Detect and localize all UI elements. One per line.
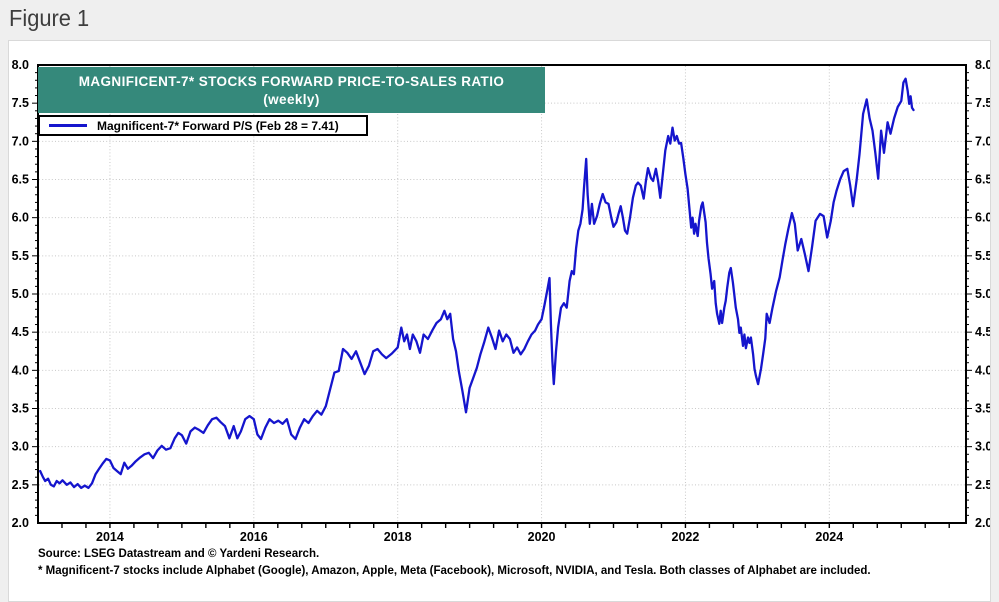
chart-title-box: MAGNIFICENT-7* STOCKS FORWARD PRICE-TO-S… [38, 67, 545, 113]
y-tick-label-left: 8.0 [12, 58, 29, 72]
y-tick-label-left: 3.5 [12, 402, 29, 416]
y-tick-label-right: 5.5 [975, 249, 990, 263]
y-tick-label-left: 6.5 [12, 173, 29, 187]
y-tick-label-right: 6.5 [975, 173, 990, 187]
y-tick-label-left: 4.0 [12, 363, 29, 377]
y-tick-label-right: 4.0 [975, 363, 990, 377]
legend-line-swatch [49, 124, 87, 127]
x-tick-label: 2018 [384, 530, 412, 544]
footnote-text: * Magnificent-7 stocks include Alphabet … [38, 565, 871, 577]
plot-area: 2.0 2.0 2.5 2.5 3.0 3.0 3.5 3.5 4.0 4.0 4.5 4.5 5.0 5… [12, 58, 990, 544]
y-tick-label-left: 2.5 [12, 478, 29, 492]
price-to-sales-line [39, 77, 915, 490]
y-tick-label-left: 7.0 [12, 134, 29, 148]
y-axis-labels: 2.0 2.0 2.5 2.5 3.0 3.0 3.5 3.5 4.0 4.0 4.5 4.5 5.0 5… [12, 58, 990, 530]
y-tick-label-right: 2.5 [975, 478, 990, 492]
y-tick-label-right: 8.0 [975, 58, 990, 72]
y-tick-label-left: 7.5 [12, 96, 29, 110]
plot-border [37, 64, 967, 524]
y-tick-label-left: 4.5 [12, 325, 29, 339]
chart-panel: 2.0 2.0 2.5 2.5 3.0 3.0 3.5 3.5 4.0 4.0 4.5 4.5 5.0 5… [8, 40, 991, 602]
figure-title: Figure 1 [9, 5, 90, 31]
axis-ticks [32, 72, 972, 528]
y-tick-label-left: 2.0 [12, 516, 29, 530]
y-tick-label-right: 7.5 [975, 96, 990, 110]
y-tick-label-right: 4.5 [975, 325, 990, 339]
legend: Magnificent-7* Forward P/S (Feb 28 = 7.4… [38, 115, 368, 136]
y-tick-label-left: 3.0 [12, 440, 29, 454]
x-tick-label: 2022 [672, 530, 700, 544]
source-text: Source: LSEG Datastream and © Yardeni Re… [38, 548, 320, 560]
y-tick-label-right: 2.0 [975, 516, 990, 530]
y-tick-label-left: 5.0 [12, 287, 29, 301]
x-tick-label: 2020 [528, 530, 556, 544]
y-tick-label-right: 3.0 [975, 440, 990, 454]
x-axis-labels: 2014 2016 2018 2020 2022 2024 [96, 530, 843, 544]
chart-title: MAGNIFICENT-7* STOCKS FORWARD PRICE-TO-S… [78, 73, 505, 89]
y-tick-label-right: 7.0 [975, 134, 990, 148]
x-tick-label: 2016 [240, 530, 268, 544]
x-tick-label: 2024 [815, 530, 843, 544]
y-tick-label-right: 6.0 [975, 211, 990, 225]
y-tick-label-right: 5.0 [975, 287, 990, 301]
chart-subtitle: (weekly) [263, 91, 320, 107]
y-tick-label-left: 6.0 [12, 211, 29, 225]
y-tick-label-right: 3.5 [975, 402, 990, 416]
y-tick-label-left: 5.5 [12, 249, 29, 263]
x-tick-label: 2014 [96, 530, 124, 544]
legend-label: Magnificent-7* Forward P/S (Feb 28 = 7.4… [97, 118, 339, 133]
